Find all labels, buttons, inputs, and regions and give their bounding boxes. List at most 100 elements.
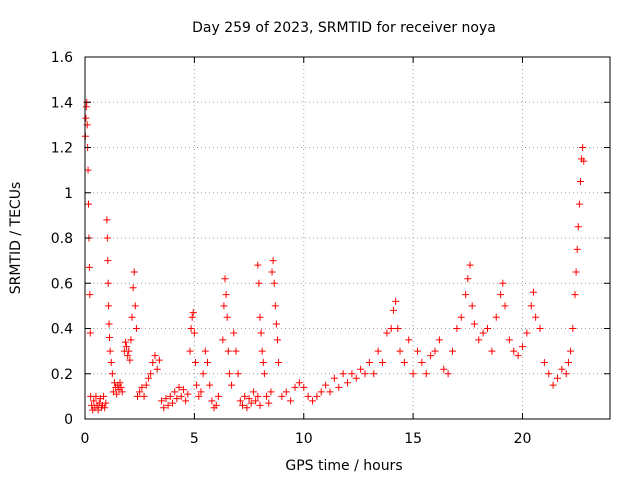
data-point <box>361 370 369 378</box>
data-point <box>365 358 373 366</box>
data-point <box>189 309 197 317</box>
data-point <box>162 395 170 403</box>
data-point <box>247 399 255 407</box>
data-point <box>267 388 275 396</box>
data-point <box>236 397 244 405</box>
data-point <box>179 386 187 394</box>
data-point <box>554 374 561 382</box>
data-point <box>188 313 196 321</box>
data-point <box>389 306 397 314</box>
data-point <box>224 347 232 355</box>
data-point <box>564 358 572 366</box>
data-point <box>164 401 172 409</box>
data-point <box>326 388 334 396</box>
x-tick-label: 15 <box>404 431 422 447</box>
data-point <box>540 358 548 366</box>
data-point <box>186 347 194 355</box>
data-point <box>263 392 271 400</box>
data-point <box>374 347 382 355</box>
data-point <box>322 381 330 389</box>
data-point <box>275 358 283 366</box>
data-point <box>470 320 478 328</box>
data-point <box>85 263 93 271</box>
data-point <box>138 383 146 391</box>
data-point <box>245 395 253 403</box>
data-point <box>199 370 207 378</box>
data-point <box>269 257 277 265</box>
y-tick-label: 0.4 <box>51 322 73 338</box>
data-point <box>222 291 230 299</box>
data-point <box>104 257 112 265</box>
data-point <box>335 383 343 391</box>
data-point <box>155 356 163 364</box>
data-point <box>230 329 238 337</box>
data-point <box>575 200 583 208</box>
data-point <box>257 329 265 337</box>
data-point <box>532 313 540 321</box>
data-point <box>254 261 262 269</box>
y-tick-label: 1.4 <box>51 95 73 111</box>
data-point <box>85 200 92 208</box>
data-point <box>255 279 263 287</box>
data-point <box>108 370 116 378</box>
data-point <box>449 347 456 355</box>
data-point <box>348 370 356 378</box>
data-point <box>291 383 299 391</box>
data-point <box>383 329 391 337</box>
x-tick-label: 0 <box>81 431 90 447</box>
data-point <box>309 397 316 405</box>
data-point <box>239 401 246 409</box>
data-point <box>484 325 491 332</box>
data-point <box>529 288 537 296</box>
data-point <box>260 370 268 378</box>
data-point <box>234 370 242 378</box>
data-point <box>252 397 260 405</box>
data-point <box>265 399 273 407</box>
data-point <box>427 352 435 360</box>
data-point <box>208 397 216 405</box>
data-point <box>339 370 347 378</box>
data-point <box>144 374 152 382</box>
data-point <box>317 388 325 396</box>
data-point <box>103 216 111 224</box>
data-point <box>499 279 507 287</box>
data-point <box>462 291 470 299</box>
data-point <box>117 383 125 391</box>
data-point <box>258 347 266 355</box>
data-point <box>268 268 276 276</box>
data-point <box>106 347 114 355</box>
data-point <box>106 334 113 342</box>
data-point <box>130 268 138 276</box>
data-point <box>90 397 98 405</box>
data-point <box>223 313 231 321</box>
x-tick-label: 10 <box>295 431 313 447</box>
data-point <box>400 358 408 366</box>
y-axis-label: SRMTID / TECUs <box>8 182 24 295</box>
data-point <box>100 392 108 400</box>
data-point <box>221 275 229 283</box>
data-point <box>92 392 100 400</box>
data-point <box>562 370 570 378</box>
data-point <box>82 114 90 122</box>
data-point <box>140 392 148 400</box>
data-point <box>457 313 465 321</box>
data-point <box>147 370 155 378</box>
data-point <box>228 381 236 389</box>
data-point <box>153 365 161 373</box>
data-point <box>580 157 588 165</box>
data-point <box>84 166 92 174</box>
data-point <box>256 401 264 409</box>
data-point <box>453 325 461 332</box>
data-point <box>295 379 303 387</box>
data-point <box>282 388 290 396</box>
data-point <box>572 268 580 276</box>
y-tick-label: 0.8 <box>51 231 73 247</box>
data-point <box>523 329 531 337</box>
data-point <box>259 358 267 366</box>
data-point <box>466 261 474 269</box>
y-tick-label: 1.6 <box>51 50 73 66</box>
data-point <box>352 374 360 382</box>
data-point <box>574 223 582 231</box>
data-point <box>86 329 94 337</box>
data-point <box>190 329 198 337</box>
